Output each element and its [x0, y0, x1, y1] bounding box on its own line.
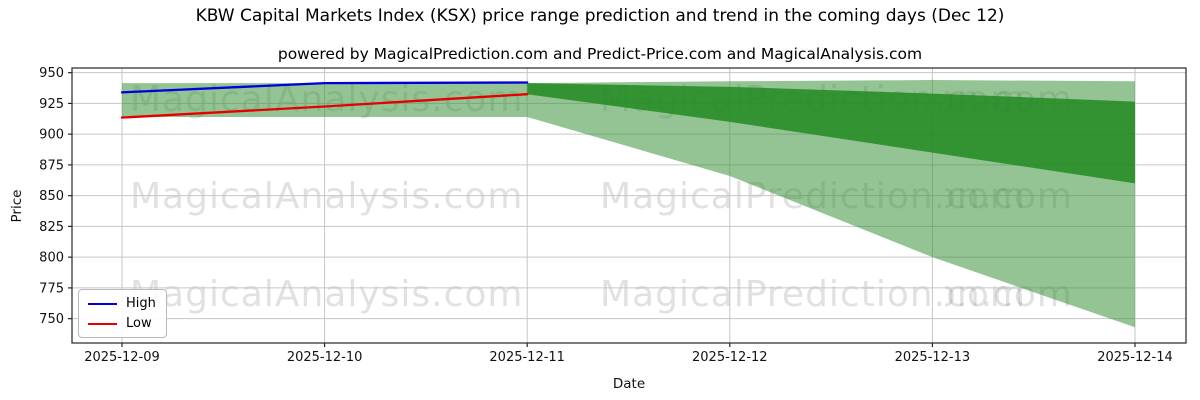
x-tick-label: 2025-12-12: [692, 350, 768, 365]
low-line-swatch-icon: [88, 322, 117, 325]
y-tick-label: 775: [39, 281, 64, 296]
y-tick-label: 900: [39, 128, 64, 143]
forecast-range-core-band: [527, 83, 1135, 184]
low-line: [120, 93, 529, 119]
y-tick-label: 800: [39, 251, 64, 266]
x-tick-label: 2025-12-10: [287, 350, 363, 365]
legend-item-low: Low: [88, 316, 156, 331]
x-tick-label: 2025-12-11: [489, 350, 565, 365]
chart-subtitle: powered by MagicalPrediction.com and Pre…: [277, 45, 923, 63]
chart-title: KBW Capital Markets Index (KSX) price ra…: [195, 6, 1005, 26]
y-tick-label: 950: [39, 66, 64, 81]
legend-item-high: High: [88, 296, 156, 311]
axes-layer: 750 775 800 825 850 875 900 925 950 2025-12-09 202…: [39, 66, 1187, 365]
legend-label-high: High: [126, 296, 156, 311]
legend-label-low: Low: [126, 316, 152, 331]
series-lines-layer: [120, 81, 529, 119]
prediction-bands-layer: [122, 80, 1135, 328]
x-tick-label: 2025-12-14: [1097, 350, 1173, 365]
y-tick-label: 850: [39, 189, 64, 204]
y-axis-label: Price: [9, 190, 25, 223]
x-tick-label: 2025-12-09: [84, 350, 160, 365]
y-tick-label: 875: [39, 158, 64, 173]
x-axis-label: Date: [613, 376, 645, 392]
observed-range-band: [122, 83, 528, 117]
y-tick-label: 925: [39, 97, 64, 112]
y-tick-label: 750: [39, 312, 64, 327]
legend: High Low: [78, 289, 167, 338]
high-line: [120, 81, 529, 94]
plot-border: [71, 67, 1187, 344]
y-tick-label: 825: [39, 220, 64, 235]
x-tick-label: 2025-12-13: [895, 350, 971, 365]
high-line-swatch-icon: [88, 302, 117, 305]
